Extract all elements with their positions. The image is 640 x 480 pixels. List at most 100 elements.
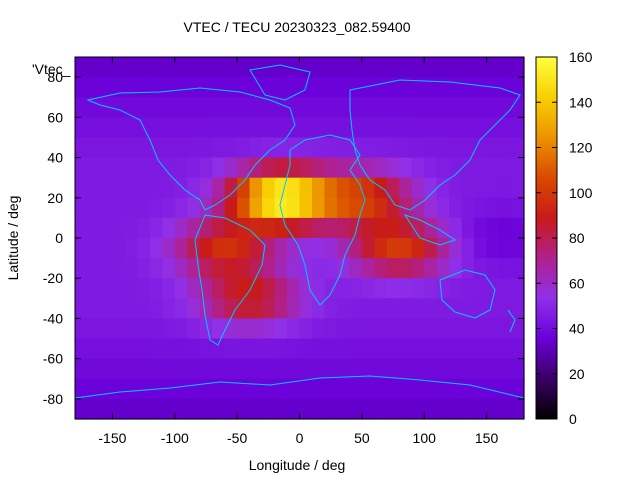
heatmap-cell: [224, 197, 238, 219]
heatmap-cell: [149, 197, 163, 219]
heatmap-cell: [399, 258, 413, 279]
heatmap-cell: [212, 177, 226, 199]
heatmap-cell: [336, 398, 350, 420]
heatmap-cell: [449, 157, 463, 179]
coastline-greenland: [249, 64, 311, 101]
heatmap-cell: [336, 177, 350, 199]
heatmap-cell: [511, 137, 525, 159]
heatmap-cell: [336, 117, 350, 139]
heatmap-cell: [499, 258, 513, 279]
heatmap-cell: [436, 97, 450, 118]
heatmap-cell: [75, 97, 89, 118]
heatmap-cell: [436, 57, 450, 78]
heatmap-cell: [274, 378, 288, 400]
heatmap-cell: [511, 378, 525, 400]
heatmap-cell: [112, 137, 126, 159]
heatmap-cell: [99, 258, 114, 279]
heatmap-cell: [486, 398, 500, 420]
heatmap-cell: [474, 97, 488, 118]
heatmap-cell: [87, 77, 101, 98]
heatmap-cell: [149, 398, 163, 420]
heatmap-cell: [511, 318, 525, 340]
heatmap-cell: [212, 238, 226, 259]
heatmap-cell: [299, 358, 313, 380]
heatmap-cell: [249, 358, 263, 380]
colorbar-ticks: 0 20 40 60 80 100 120 140 160: [536, 49, 593, 427]
heatmap-cell: [399, 57, 413, 78]
heatmap-cell: [262, 77, 276, 98]
heatmap-cell: [124, 197, 138, 219]
heatmap-cell: [449, 398, 463, 420]
heatmap-cell: [274, 157, 288, 179]
heatmap-cell: [112, 197, 126, 219]
heatmap-cell: [124, 378, 138, 400]
heatmap-cell: [461, 398, 475, 420]
heatmap-cell: [174, 238, 188, 259]
heatmap-cell: [324, 177, 338, 199]
heatmap-cell: [436, 398, 450, 420]
heatmap-cell: [262, 117, 276, 139]
heatmap-cell: [424, 177, 438, 199]
y-tick-label: 20: [47, 190, 63, 206]
heatmap-cell: [486, 258, 500, 279]
heatmap-cell: [112, 157, 126, 179]
heatmap-cell: [486, 57, 500, 78]
heatmap-cell: [237, 97, 251, 118]
heatmap-cell: [324, 358, 338, 380]
heatmap-cell: [199, 57, 213, 78]
heatmap-cell: [124, 338, 138, 360]
heatmap-cell: [187, 117, 201, 139]
heatmap-cell: [349, 197, 363, 219]
heatmap-cell: [162, 358, 176, 380]
heatmap-cell: [411, 97, 425, 118]
heatmap-cell: [474, 77, 488, 98]
heatmap-cell: [237, 258, 251, 279]
heatmap-cell: [212, 137, 226, 159]
heatmap-cell: [349, 358, 363, 380]
heatmap-cell: [411, 157, 425, 179]
heatmap-cell: [75, 398, 89, 420]
heatmap-cell: [187, 97, 201, 118]
heatmap-cell: [162, 338, 176, 360]
heatmap-cell: [174, 77, 188, 98]
heatmap-cell: [224, 338, 238, 360]
heatmap-cell: [199, 238, 213, 259]
heatmap-cell: [149, 258, 163, 279]
heatmap-cell: [461, 77, 475, 98]
heatmap-cell: [87, 57, 101, 78]
heatmap-cell: [249, 157, 263, 179]
heatmap-cell: [249, 77, 263, 98]
heatmap-cell: [99, 97, 114, 118]
heatmap-cell: [374, 157, 388, 179]
heatmap-cell: [486, 238, 500, 259]
heatmap-cell: [149, 57, 163, 78]
x-tick-label: 150: [475, 430, 499, 446]
heatmap-cell: [187, 77, 201, 98]
heatmap-cell: [399, 338, 413, 360]
heatmap-cell: [224, 77, 238, 98]
heatmap-cell: [162, 298, 176, 320]
heatmap-cell: [99, 117, 114, 139]
y-tick-label: -80: [43, 391, 63, 407]
heatmap-cell: [336, 97, 350, 118]
heatmap-cell: [212, 97, 226, 118]
heatmap-cell: [461, 378, 475, 400]
heatmap-cell: [461, 258, 475, 279]
heatmap-cell: [324, 298, 338, 320]
heatmap-cell: [436, 338, 450, 360]
heatmap-cell: [287, 398, 301, 420]
heatmap-cell: [336, 378, 350, 400]
heatmap-cell: [249, 238, 263, 259]
heatmap-cell: [386, 298, 400, 320]
heatmap-cell: [511, 358, 525, 380]
heatmap-cell: [187, 137, 201, 159]
heatmap-cell: [361, 117, 375, 139]
heatmap-cell: [287, 358, 301, 380]
heatmap-cell: [361, 217, 375, 239]
heatmap-cell: [474, 117, 488, 139]
heatmap-cell: [361, 197, 375, 219]
heatmap-cell: [449, 77, 463, 98]
heatmap-cell: [374, 97, 388, 118]
heatmap-cell: [174, 338, 188, 360]
heatmap-cell: [336, 157, 350, 179]
